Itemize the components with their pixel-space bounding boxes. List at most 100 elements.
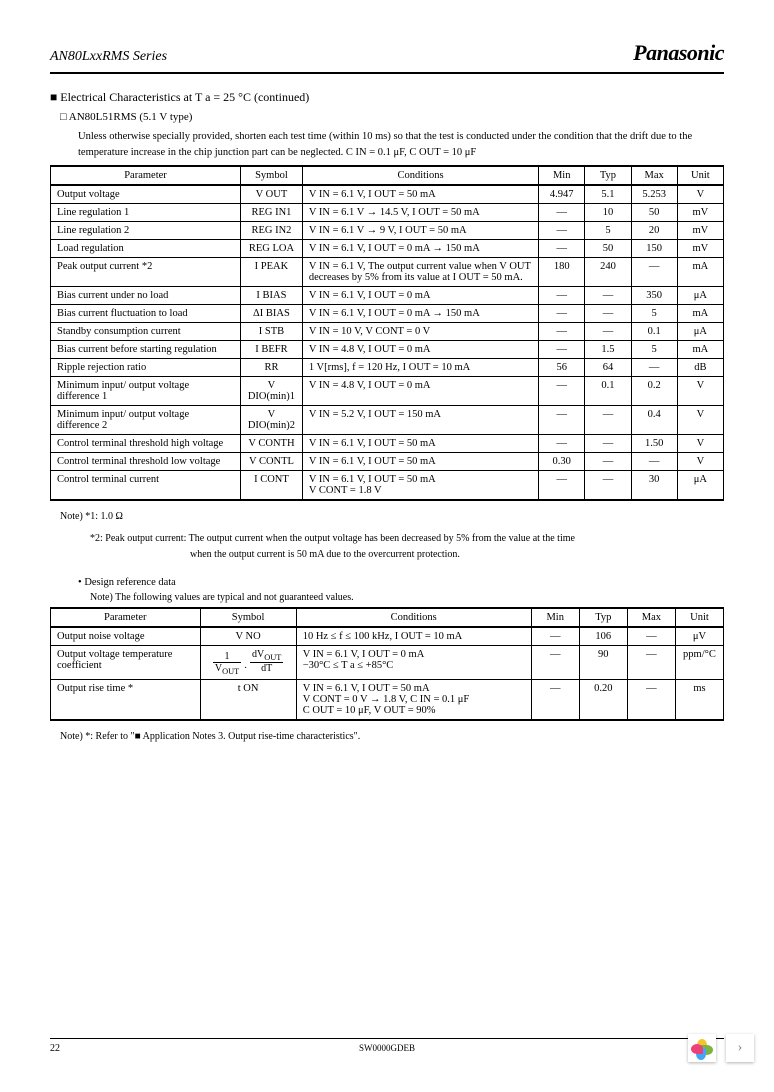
table-cell: dB	[677, 358, 723, 376]
table-cell: 180	[539, 257, 585, 286]
table-cell: 5	[585, 221, 631, 239]
table-cell: V IN = 6.1 V, I OUT = 50 mA	[302, 185, 538, 204]
table-cell: 30	[631, 470, 677, 500]
table-cell: —	[627, 645, 675, 679]
table-cell: mA	[677, 257, 723, 286]
table-cell: V IN = 6.1 V, I OUT = 0 mA	[302, 286, 538, 304]
table-cell: V OUT	[241, 185, 303, 204]
table-cell: 150	[631, 239, 677, 257]
table-cell: mV	[677, 221, 723, 239]
brand-logo: Panasonic	[633, 40, 724, 66]
table-cell: Bias current under no load	[51, 286, 241, 304]
table-row: Output voltage temperature coefficient1V…	[51, 645, 724, 679]
table-cell: t ON	[200, 679, 296, 720]
table-cell: 0.1	[585, 376, 631, 405]
doc-code: SW0000GDEB	[359, 1043, 415, 1053]
table-cell: Load regulation	[51, 239, 241, 257]
table-cell: Bias current fluctuation to load	[51, 304, 241, 322]
table-cell: mV	[677, 203, 723, 221]
table-cell: 5	[631, 340, 677, 358]
table-cell: 1.5	[585, 340, 631, 358]
th-parameter: Parameter	[51, 166, 241, 185]
table-row: Line regulation 1REG IN1V IN = 6.1 V → 1…	[51, 203, 724, 221]
page-header: AN80LxxRMS Series Panasonic	[50, 40, 724, 74]
table-row: Control terminal threshold low voltageV …	[51, 452, 724, 470]
table-cell: V IN = 10 V, V CONT = 0 V	[302, 322, 538, 340]
section-title: Electrical Characteristics at T a = 25 °…	[50, 90, 724, 105]
table-row: Bias current fluctuation to loadΔI BIASV…	[51, 304, 724, 322]
table-cell: I BIAS	[241, 286, 303, 304]
page-footer: 22 SW0000GDEB	[50, 1038, 724, 1054]
table-cell: μA	[677, 470, 723, 500]
design-reference-title: Design reference data	[78, 577, 724, 588]
table-cell: 106	[579, 627, 627, 646]
table-cell: Bias current before starting regulation	[51, 340, 241, 358]
table-cell: 10	[585, 203, 631, 221]
table-cell: V	[677, 405, 723, 434]
next-page-button[interactable]: ›	[726, 1034, 754, 1062]
table-cell: Output voltage	[51, 185, 241, 204]
table-cell: 4.947	[539, 185, 585, 204]
table-cell: μA	[677, 322, 723, 340]
table-cell: —	[585, 286, 631, 304]
table-cell: Control terminal current	[51, 470, 241, 500]
th-max: Max	[631, 166, 677, 185]
table-cell: —	[585, 434, 631, 452]
table-cell: Control terminal threshold low voltage	[51, 452, 241, 470]
table-cell: mV	[677, 239, 723, 257]
table-cell: —	[627, 627, 675, 646]
table-cell: —	[539, 203, 585, 221]
th2-parameter: Parameter	[51, 608, 201, 627]
table-cell: 64	[585, 358, 631, 376]
table-cell: ΔI BIAS	[241, 304, 303, 322]
table-cell: V	[677, 376, 723, 405]
table-cell: V IN = 5.2 V, I OUT = 150 mA	[302, 405, 538, 434]
table-row: Control terminal threshold high voltageV…	[51, 434, 724, 452]
table-cell: —	[585, 322, 631, 340]
table-cell: 50	[631, 203, 677, 221]
table-cell: —	[627, 679, 675, 720]
table-cell: V CONTL	[241, 452, 303, 470]
color-picker-icon[interactable]	[688, 1034, 716, 1062]
design-reference-table: Parameter Symbol Conditions Min Typ Max …	[50, 607, 724, 721]
table-cell: 240	[585, 257, 631, 286]
table-row: Bias current before starting regulationI…	[51, 340, 724, 358]
table-cell: V IN = 6.1 V → 14.5 V, I OUT = 50 mA	[302, 203, 538, 221]
th2-conditions: Conditions	[296, 608, 531, 627]
table-cell: ppm/°C	[675, 645, 723, 679]
table-cell: V	[677, 185, 723, 204]
table-cell: REG LOA	[241, 239, 303, 257]
table-cell: —	[631, 358, 677, 376]
table-cell: —	[539, 286, 585, 304]
table-cell: V IN = 6.1 V, I OUT = 0 mA−30°C ≤ T a ≤ …	[296, 645, 531, 679]
series-name: AN80LxxRMS Series	[50, 49, 167, 65]
table-cell: —	[539, 340, 585, 358]
table-cell: 56	[539, 358, 585, 376]
table-cell: 5.253	[631, 185, 677, 204]
table-cell: 90	[579, 645, 627, 679]
table-cell: 10 Hz ≤ f ≤ 100 kHz, I OUT = 10 mA	[296, 627, 531, 646]
table-cell: I PEAK	[241, 257, 303, 286]
table-cell: 5.1	[585, 185, 631, 204]
table-cell: I CONT	[241, 470, 303, 500]
table-cell: Peak output current *2	[51, 257, 241, 286]
th-symbol: Symbol	[241, 166, 303, 185]
table-cell: Ripple rejection ratio	[51, 358, 241, 376]
subsection-title: AN80L51RMS (5.1 V type)	[60, 111, 724, 123]
table-row: Ripple rejection ratioRR1 V[rms], f = 12…	[51, 358, 724, 376]
electrical-characteristics-table: Parameter Symbol Conditions Min Typ Max …	[50, 165, 724, 501]
table-cell: —	[585, 452, 631, 470]
footnote-2b: when the output current is 50 mA due to …	[190, 547, 724, 563]
table-cell: REG IN2	[241, 221, 303, 239]
table-cell: V IN = 6.1 V, I OUT = 50 mA	[302, 434, 538, 452]
page-number: 22	[50, 1043, 60, 1054]
table-cell: 0.1	[631, 322, 677, 340]
table-cell: —	[585, 304, 631, 322]
table-cell: Output voltage temperature coefficient	[51, 645, 201, 679]
table-cell: —	[539, 221, 585, 239]
design-reference-note: Note) The following values are typical a…	[90, 592, 724, 603]
table-row: Output rise time *t ONV IN = 6.1 V, I OU…	[51, 679, 724, 720]
table-cell: —	[631, 452, 677, 470]
table-cell: —	[539, 304, 585, 322]
th2-max: Max	[627, 608, 675, 627]
